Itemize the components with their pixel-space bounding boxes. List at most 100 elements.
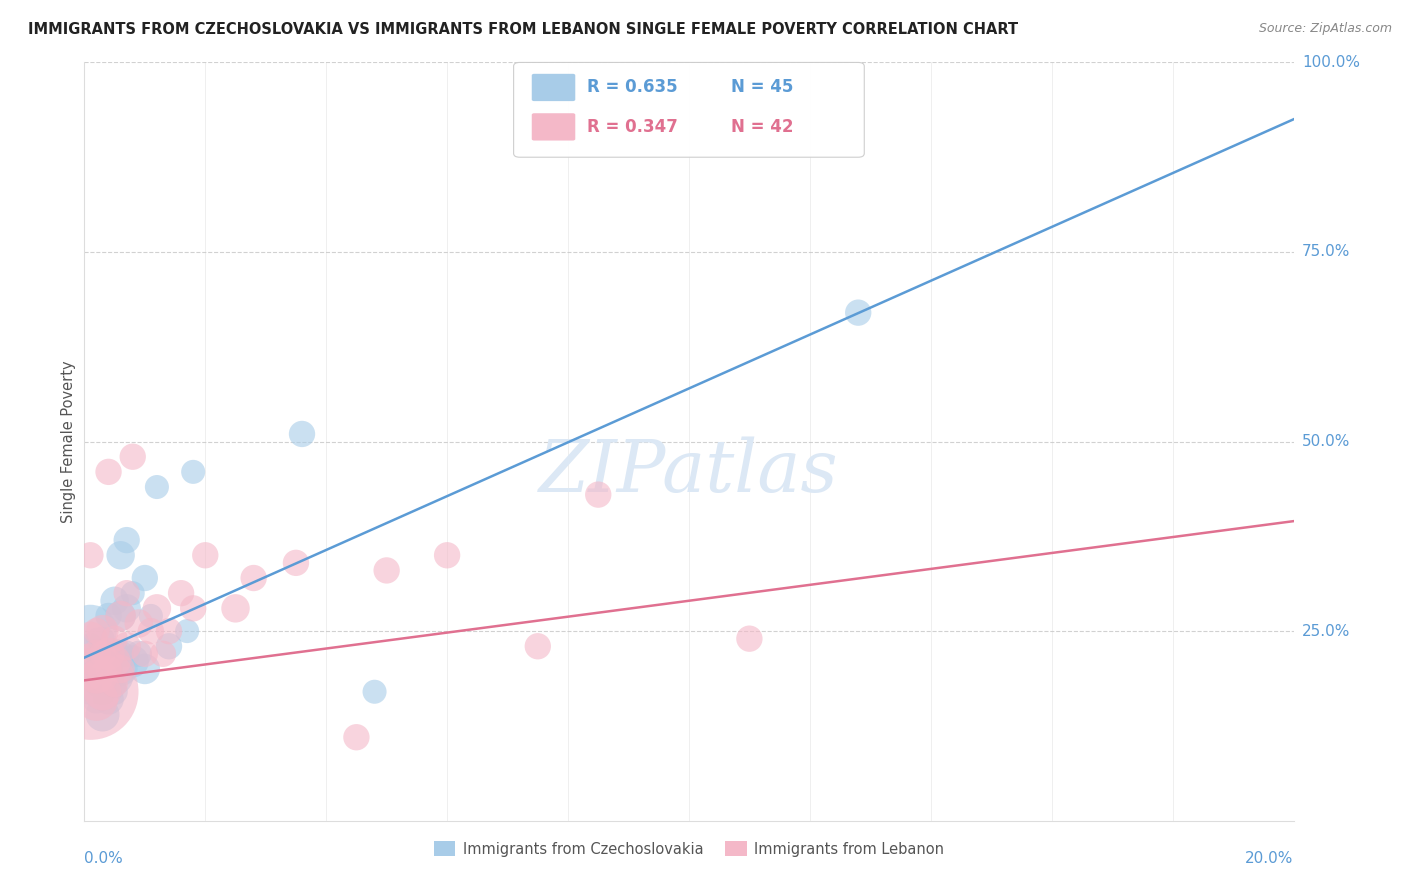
Point [79,632,101,646]
Point [86,669,108,683]
Point [86,647,108,661]
Point [115,601,138,615]
Point [110,548,132,563]
Point [104,632,127,646]
Text: 25.0%: 25.0% [1302,624,1350,639]
Point [79,655,101,669]
Point [194,548,217,563]
Text: ZIPatlas: ZIPatlas [538,436,839,508]
Point [97,465,120,479]
Point [91,685,114,699]
Point [588,487,610,501]
Text: 50.0%: 50.0% [1302,434,1350,449]
Point [115,639,138,653]
Text: R = 0.635: R = 0.635 [588,78,678,96]
Text: N = 45: N = 45 [731,78,793,96]
Point [110,662,132,676]
Point [225,601,247,615]
Point [104,655,127,669]
Point [176,624,198,639]
Point [104,594,127,608]
Point [79,669,101,683]
Text: N = 42: N = 42 [731,118,794,136]
Point [110,662,132,676]
Point [79,624,101,639]
Point [86,677,108,691]
Point [134,662,156,676]
Point [79,548,101,563]
Point [104,647,127,661]
Point [79,655,101,669]
Point [97,692,120,706]
Point [97,647,120,661]
Point [139,608,162,623]
Point [86,692,108,706]
Point [146,480,169,494]
Text: 100.0%: 100.0% [1302,55,1360,70]
Point [104,677,127,691]
Point [91,669,114,683]
Point [128,616,150,631]
Point [97,662,120,676]
Point [738,632,761,646]
Point [91,662,114,676]
Y-axis label: Single Female Poverty: Single Female Poverty [60,360,76,523]
Point [121,655,143,669]
Point [157,624,180,639]
Point [157,639,180,653]
Point [146,601,169,615]
Point [128,647,150,661]
Point [115,586,138,600]
Text: R = 0.347: R = 0.347 [588,118,678,136]
Point [79,685,101,699]
Point [134,647,156,661]
Point [86,647,108,661]
Point [291,427,314,442]
Point [104,685,127,699]
Point [91,669,114,683]
Point [436,548,458,563]
Point [110,647,132,661]
Point [97,647,120,661]
Point [86,662,108,676]
Point [139,624,162,639]
Point [86,692,108,706]
Point [86,632,108,646]
Point [104,669,127,683]
Point [346,730,368,744]
Text: 20.0%: 20.0% [1246,851,1294,866]
Point [121,450,143,464]
Point [91,707,114,722]
Point [91,624,114,639]
Text: 0.0%: 0.0% [84,851,124,866]
Point [115,533,138,548]
Point [79,669,101,683]
FancyBboxPatch shape [531,74,575,101]
FancyBboxPatch shape [513,62,865,157]
Point [285,556,308,570]
FancyBboxPatch shape [531,113,575,141]
Point [115,647,138,661]
Point [91,647,114,661]
Point [97,677,120,691]
Point [527,639,550,653]
Point [170,586,193,600]
Point [97,608,120,623]
Point [134,571,156,585]
Point [110,608,132,623]
Legend: Immigrants from Czechoslovakia, Immigrants from Lebanon: Immigrants from Czechoslovakia, Immigran… [427,836,950,863]
Point [846,305,869,319]
Point [375,564,398,578]
Text: Source: ZipAtlas.com: Source: ZipAtlas.com [1258,22,1392,36]
Point [91,632,114,646]
Text: IMMIGRANTS FROM CZECHOSLOVAKIA VS IMMIGRANTS FROM LEBANON SINGLE FEMALE POVERTY : IMMIGRANTS FROM CZECHOSLOVAKIA VS IMMIGR… [28,22,1018,37]
Point [242,571,264,585]
Point [91,647,114,661]
Point [181,601,204,615]
Point [79,639,101,653]
Point [181,465,204,479]
Point [86,624,108,639]
Point [91,685,114,699]
Point [97,662,120,676]
Point [121,586,143,600]
